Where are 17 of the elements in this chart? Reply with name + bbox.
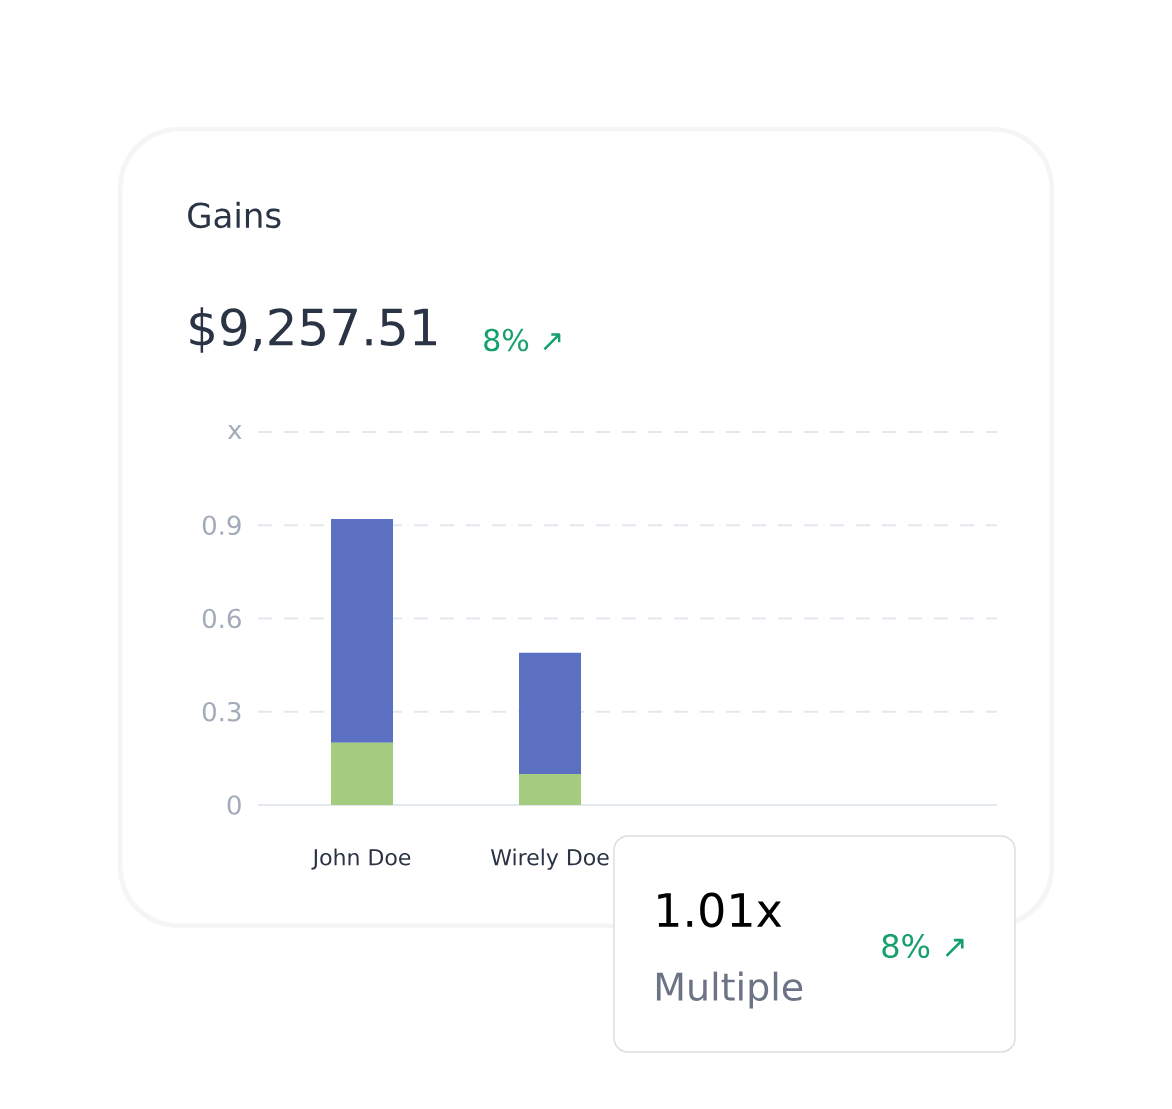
x-tick-label: Wirely Doe [490, 848, 609, 870]
y-tick-label: 0.9 [202, 515, 241, 536]
text: $9,257.51 [190, 307, 437, 353]
bar [519, 773, 582, 805]
bar [331, 742, 393, 805]
y-tick-label: x [227, 424, 242, 440]
text: 1.01x [658, 892, 782, 928]
x-tick-label: John Doe [311, 848, 411, 870]
bar [331, 519, 393, 743]
text: 8% ↗ [882, 933, 964, 959]
bar [519, 652, 582, 774]
y-tick-label: 0.6 [202, 608, 241, 629]
text: 8% ↗ [484, 328, 561, 352]
chart-title: Gains [188, 201, 281, 229]
y-tick-label: 0 [227, 795, 241, 815]
text: Multiple [656, 971, 803, 1009]
y-tick-label: 0.3 [202, 701, 241, 722]
